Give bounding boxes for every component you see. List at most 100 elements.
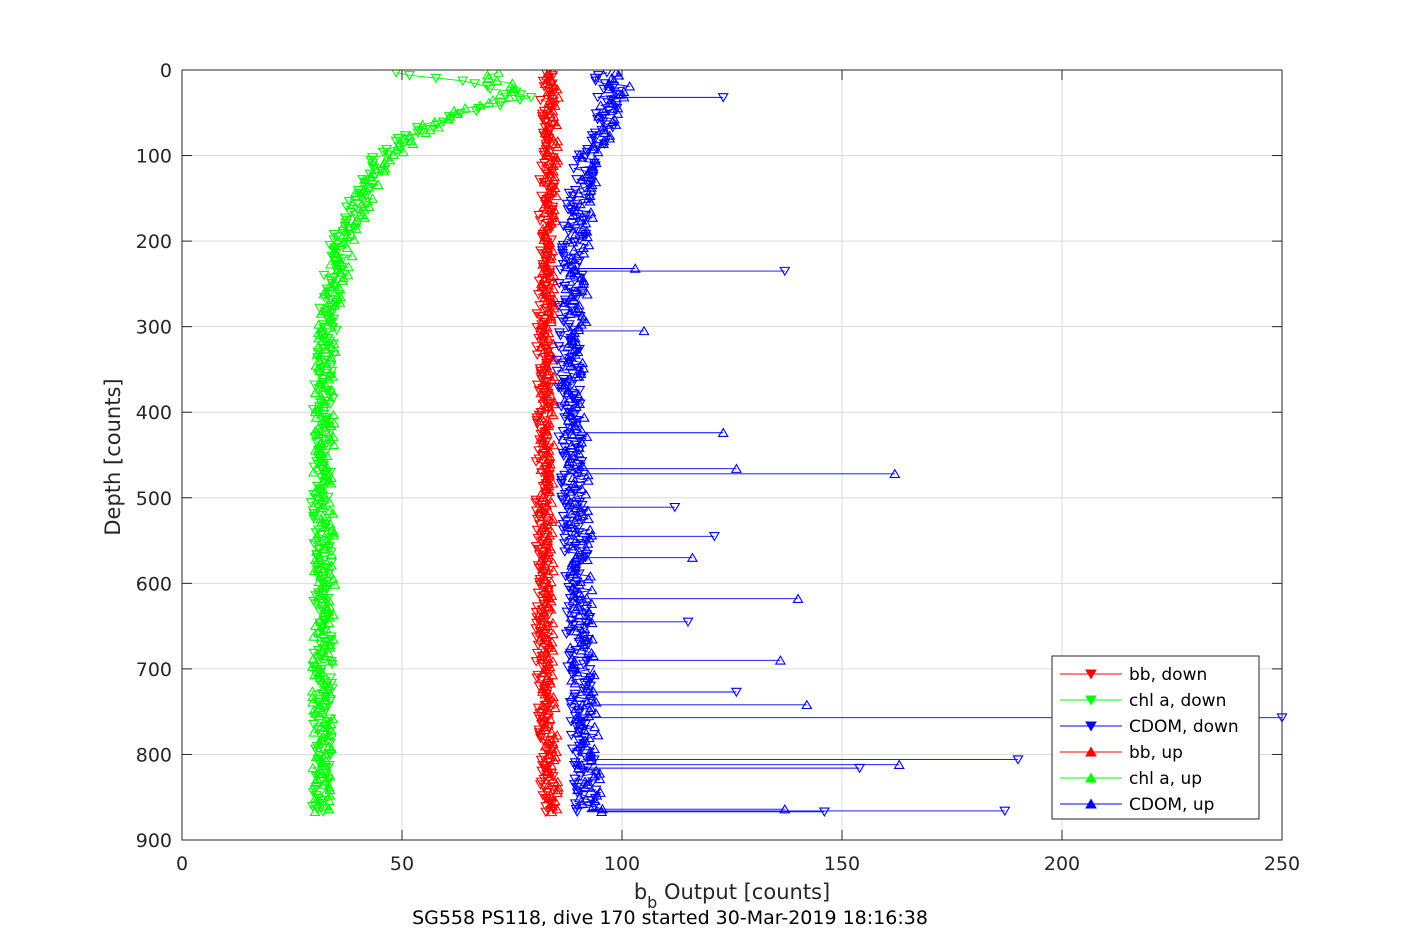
data-point	[592, 92, 604, 103]
data-point	[537, 667, 549, 677]
data-point	[580, 217, 592, 228]
data-point	[573, 587, 585, 597]
data-point	[581, 431, 593, 441]
data-point	[565, 464, 577, 474]
data-point	[536, 109, 549, 120]
data-point	[566, 335, 578, 346]
data-point	[327, 530, 340, 540]
data-point	[581, 604, 593, 615]
data-point	[539, 574, 551, 584]
data-point	[576, 436, 588, 447]
data-point	[311, 773, 323, 784]
series-chl-a-up	[306, 70, 520, 816]
y-tick-label: 200	[136, 231, 172, 253]
data-point	[342, 261, 355, 272]
data-point	[589, 161, 601, 171]
data-point	[320, 343, 332, 354]
data-point	[578, 628, 590, 639]
data-point	[581, 231, 593, 242]
data-point	[568, 294, 580, 305]
outlier-point	[730, 687, 742, 698]
data-point	[594, 773, 606, 784]
x-tick-label: 150	[824, 853, 860, 875]
data-point	[547, 352, 559, 362]
data-point	[569, 228, 582, 239]
data-point	[573, 371, 585, 381]
data-point	[540, 757, 552, 767]
data-point	[316, 645, 328, 655]
data-point	[576, 457, 588, 467]
data-point	[565, 267, 577, 277]
data-point	[308, 727, 320, 737]
data-point	[544, 771, 556, 781]
data-point	[544, 678, 556, 688]
data-point	[306, 661, 318, 671]
data-point	[556, 243, 568, 254]
data-point	[568, 780, 580, 790]
data-point	[324, 399, 336, 410]
data-point	[338, 237, 350, 247]
data-point	[569, 527, 581, 537]
data-point	[318, 270, 330, 281]
data-point	[531, 648, 543, 659]
data-point	[530, 457, 542, 467]
data-point	[315, 654, 327, 664]
data-point	[557, 374, 569, 385]
data-point	[308, 467, 320, 477]
data-point	[581, 592, 593, 603]
data-point	[561, 405, 573, 415]
data-point	[325, 420, 337, 430]
data-point	[316, 732, 328, 743]
data-point	[474, 100, 486, 110]
data-point	[545, 75, 557, 86]
data-point	[546, 89, 559, 99]
data-point	[543, 486, 556, 496]
data-point	[588, 669, 600, 680]
data-point	[531, 350, 543, 360]
data-point	[547, 645, 559, 655]
data-point	[542, 368, 554, 379]
data-point	[541, 428, 553, 439]
data-point	[533, 564, 545, 574]
outlier-point	[818, 807, 830, 817]
data-point	[531, 673, 543, 684]
data-point	[541, 227, 553, 237]
data-point	[547, 628, 559, 639]
data-point	[542, 735, 554, 745]
data-point	[324, 388, 336, 399]
legend-label: CDOM, up	[1129, 795, 1214, 815]
data-point	[565, 620, 577, 630]
data-point	[546, 806, 558, 817]
plot-frame	[181, 69, 1283, 841]
data-point	[432, 122, 444, 132]
data-point	[337, 220, 349, 231]
data-point	[535, 404, 547, 414]
data-point	[541, 70, 553, 80]
data-point	[576, 280, 589, 291]
outlier-layer	[572, 93, 1288, 817]
data-point	[566, 218, 578, 229]
data-point	[559, 309, 571, 319]
data-point	[547, 338, 560, 349]
outlier-point	[889, 468, 901, 479]
data-point	[586, 694, 598, 704]
data-point	[318, 598, 330, 608]
data-point	[363, 182, 375, 192]
data-point	[562, 384, 574, 395]
data-point	[325, 384, 337, 395]
data-point	[578, 412, 590, 422]
outlier-point	[1012, 755, 1024, 765]
data-point	[563, 320, 575, 330]
data-point	[561, 199, 573, 210]
data-point	[548, 204, 560, 214]
data-point	[359, 174, 371, 184]
data-point	[571, 175, 583, 185]
data-point	[318, 398, 330, 409]
data-point	[567, 661, 579, 671]
data-point	[538, 150, 550, 161]
outlier-point	[669, 502, 681, 513]
data-point	[324, 770, 336, 781]
data-point	[559, 470, 571, 481]
data-point	[571, 396, 583, 407]
